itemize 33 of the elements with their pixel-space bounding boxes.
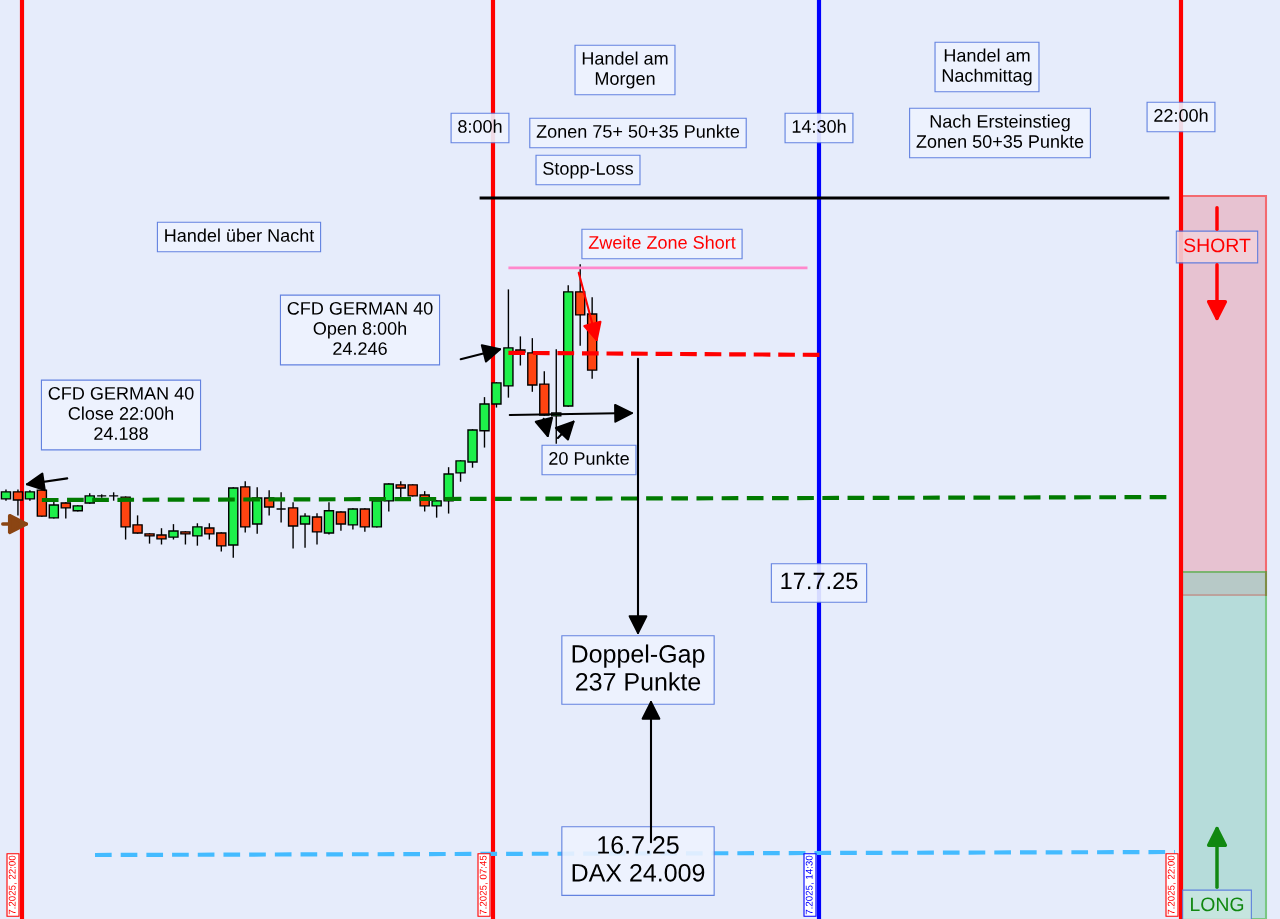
text: 16.7.25 DAX 24.009 <box>572 836 705 882</box>
text: Handel über Nacht <box>165 228 315 242</box>
candlestick <box>275 492 287 523</box>
text: 8:00h <box>458 119 502 133</box>
candlestick <box>347 508 359 530</box>
candlestick <box>287 502 299 549</box>
candlestick <box>299 513 311 548</box>
text: 7.2025, 14:30 <box>805 855 814 915</box>
text: Stopp-Loss <box>543 162 634 179</box>
text: Zonen 75+ 50+35 Punkte <box>536 124 740 138</box>
candlestick <box>383 483 395 512</box>
candlestick <box>311 513 323 545</box>
annotation: CFD GERMAN 40 Close 22:00h 24.188 <box>48 386 194 440</box>
text: Zweite Zone Short <box>588 235 736 249</box>
text: 17.7.25 <box>781 572 858 590</box>
annotation: CFD GERMAN 40 Open 8:00h 24.246 <box>287 301 433 355</box>
text: 7.2025, 22:00 <box>8 855 17 915</box>
text: LONG <box>1191 897 1244 912</box>
candlestick <box>12 489 24 516</box>
candlestick <box>323 502 335 535</box>
text: Handel am Morgen <box>582 51 668 89</box>
text: Nach Ersteinstieg Zonen 50+35 Punkte <box>916 114 1084 148</box>
text: 7.2025, 07:45 <box>479 855 488 915</box>
text: 22:00h <box>1154 108 1208 122</box>
text: 7.2025, 22:00 <box>1167 855 1176 915</box>
annotation: 20 Punkte <box>549 451 629 465</box>
text: 14:30h <box>792 119 846 133</box>
text: Doppel-Gap 237 Punkte <box>572 644 705 691</box>
text: SHORT <box>1184 238 1251 253</box>
candlestick <box>574 264 586 346</box>
text: Handel am Nachmittag <box>942 48 1032 86</box>
candlestick <box>359 508 371 532</box>
candlestick <box>335 511 347 531</box>
